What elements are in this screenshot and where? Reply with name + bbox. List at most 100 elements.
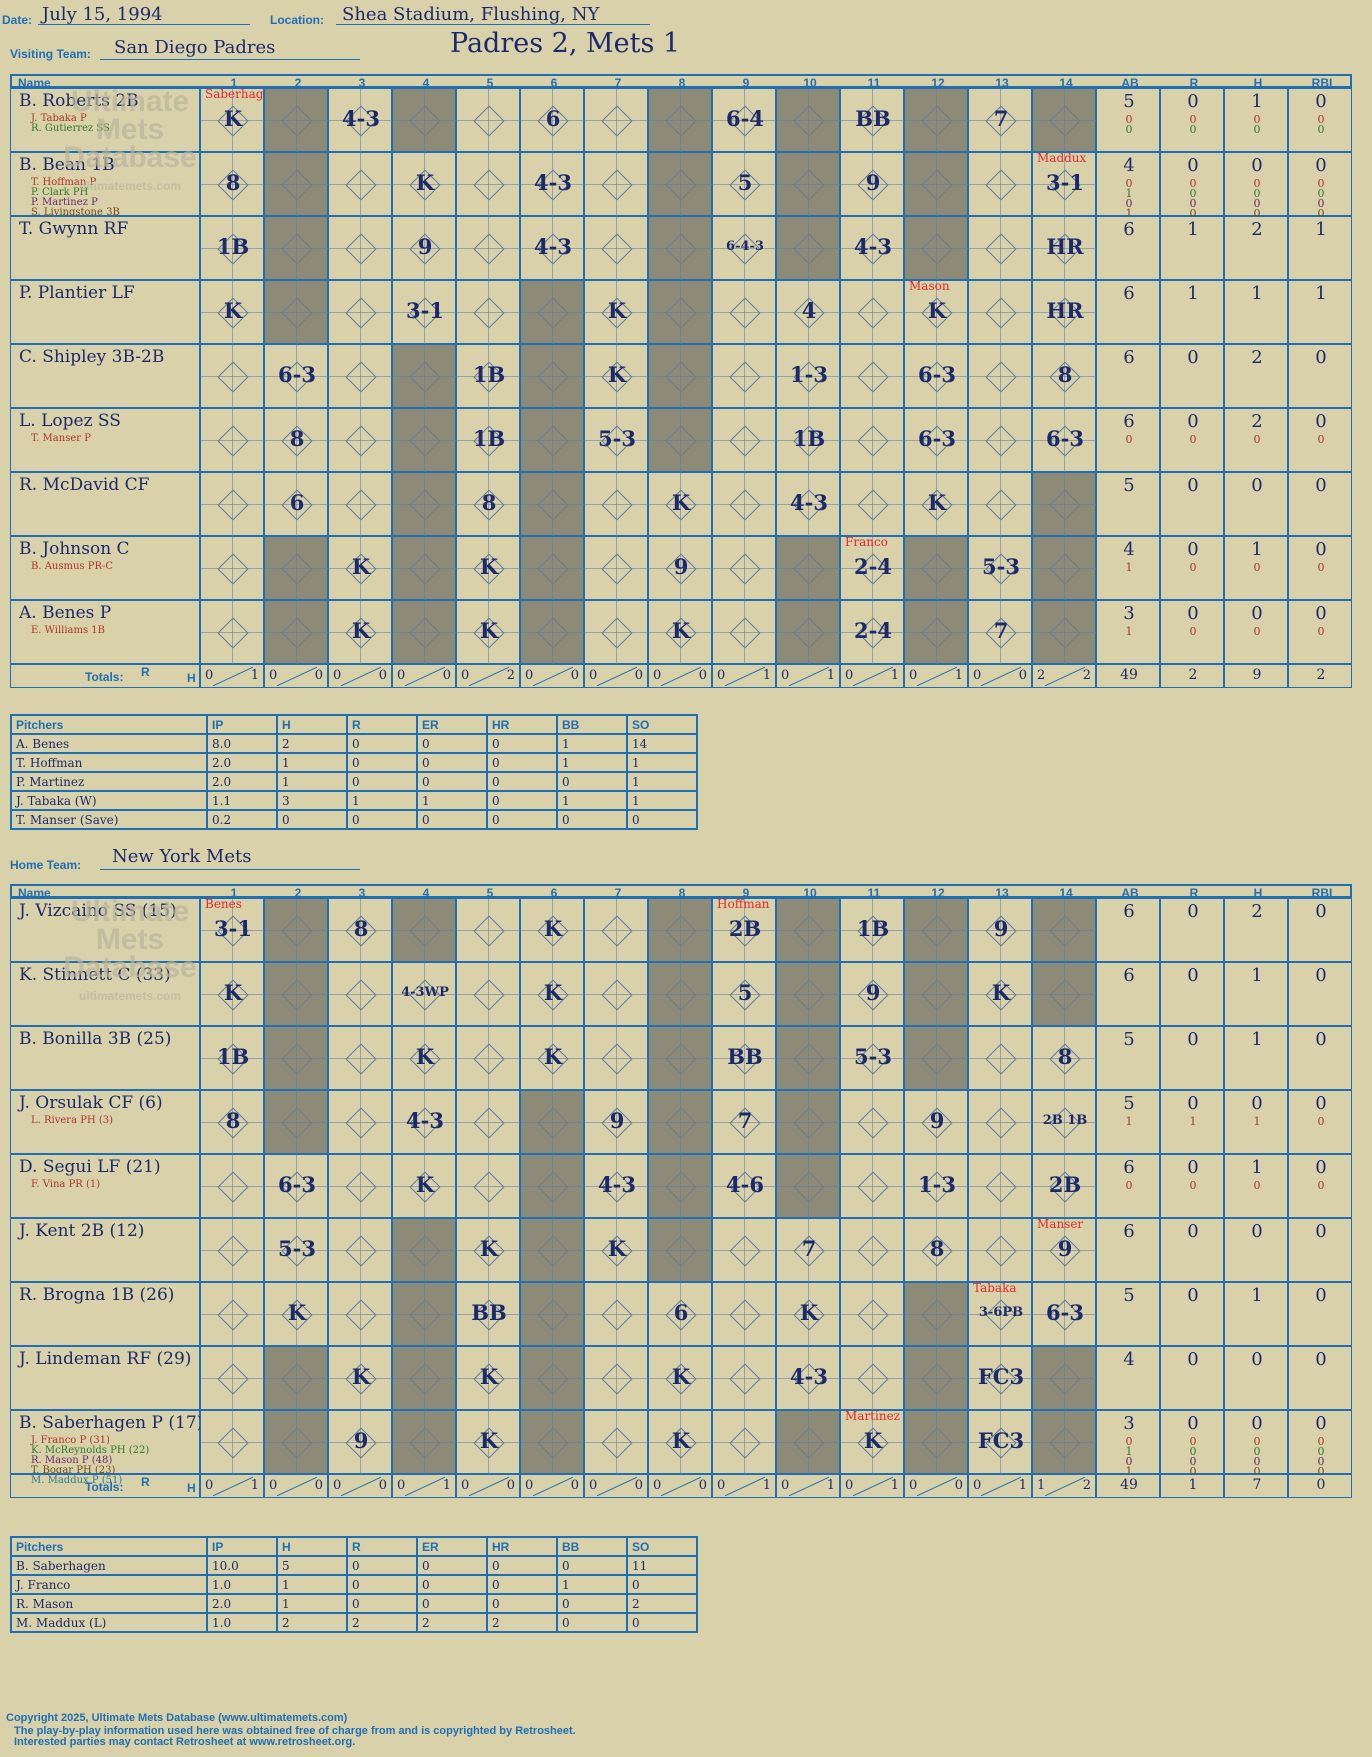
home-inning-hits: 2 [1082,1478,1091,1493]
visitor-stat-value: 0 [1251,155,1263,176]
home-cell-guide [232,1027,233,1091]
visitor-cell-guide [457,248,521,249]
home-pitcher-stat: 1.0 [206,1574,278,1595]
home-cell-guide [265,1378,329,1379]
home-cell-guide [616,1283,617,1347]
visitor-cell-guide [552,473,553,537]
home-sub-stat-value: 0 [1253,1445,1261,1458]
visitor-sub-stat-value: 0 [1189,177,1197,190]
home-inning-cell [648,962,713,1027]
home-total-stat: 0 [1288,1474,1352,1498]
game-date: July 15, 1994 [42,4,163,25]
visitor-cell-guide [488,281,489,345]
visitor-batter-name-cell: P. Plantier LF [10,280,200,344]
visitor-stat-cell: 1 [1224,280,1288,344]
visitor-sub-stat-value: 0 [1189,561,1197,574]
visitor-pitcher-row: J. Tabaka (W) 1.1 3 1 1 0 1 1 [10,790,698,811]
home-inning-cell [520,1282,585,1347]
visitor-sub-stat-value: 0 [1253,187,1261,200]
home-pitchers-header-row: Pitchers IP H R ER HR BB SO [10,1536,698,1557]
visitor-play-result: 1-3 [790,362,828,387]
visitor-cell-guide [841,568,905,569]
visitor-inning-cell [712,472,777,537]
home-cell-guide [616,1219,617,1283]
visitor-inning-cell [520,536,585,601]
visitor-diamond-icon [537,489,569,521]
visitor-play-result: K [223,106,243,131]
visitor-cell-guide [713,248,777,249]
home-inning-cell [328,1218,393,1283]
visitor-inning-runs: 0 [333,668,342,683]
visitor-inning-cell: K [648,600,713,665]
home-play-result: 5-3 [278,1236,316,1261]
home-stat-value: 0 [1315,1285,1327,1306]
visitor-cell-guide [201,120,265,121]
home-inning-cell [776,1026,841,1091]
home-cell-guide [201,1122,265,1123]
home-play-result: FC3 [977,1428,1025,1453]
home-stat-value: 0 [1187,1221,1199,1242]
visitor-cell-guide [649,504,713,505]
visitor-play-result: 2-4 [854,618,892,643]
home-cell-guide [616,1027,617,1091]
visitor-total-stat: 2 [1288,664,1352,688]
home-cell-guide [360,1411,361,1475]
visitor-cell-guide [905,376,969,377]
visitor-substitute-name: B. Ausmus PR-C [31,561,114,572]
home-cell-guide [969,994,1033,995]
visitor-inning-cell: 1-3 [776,344,841,409]
visitor-pitcher-change: Mason [909,279,950,293]
home-cell-guide [457,1250,521,1251]
visitor-pitcher-stat: 8.0 [206,733,278,754]
visitor-cell-guide [232,281,233,345]
visitor-cell-guide [744,537,745,601]
visitor-cell-guide [488,89,489,153]
home-cell-guide [777,1378,841,1379]
home-batter-name-cell: R. Brogna 1B (26) [10,1282,200,1346]
home-inning-cell [904,898,969,963]
home-cell-guide [616,1091,617,1155]
visitor-diamond-icon [1049,105,1081,137]
home-cell-guide [1000,1347,1001,1411]
home-inning-cell [648,1090,713,1155]
home-cell-guide [680,899,681,963]
home-play-result: 7 [737,1108,753,1133]
home-cell-guide [649,930,713,931]
home-cell-guide [488,1219,489,1283]
home-cell-guide [521,1314,585,1315]
home-stat-cell: 0 [1160,1026,1224,1090]
home-inning-cell [968,1090,1033,1155]
visitor-inning-cell: 2-4 Franco [840,535,905,601]
visitor-cell-guide [936,281,937,345]
home-diamond-icon [473,915,505,947]
visitor-cell-guide [936,601,937,665]
visitor-header-inning-2: 2 [294,76,302,90]
visitor-batter-row: T. Gwynn RF 1B 9 4-3 6-4-3 4-3 HR 6 1 2 1 [10,216,1352,281]
home-inning-cell: K [584,1218,649,1283]
home-cell-guide [424,1283,425,1347]
visitor-inning-cell: K Saberhagen [200,87,278,153]
visitor-stat-cell: 1 [1160,216,1224,280]
visitor-cell-guide [905,184,969,185]
visitor-cell-guide [649,184,713,185]
visitor-pitcher-stat: 0 [626,809,698,830]
home-cell-guide [457,1378,521,1379]
home-cell-guide [872,1155,873,1219]
home-inning-cell: K [776,1282,841,1347]
home-diamond-icon [601,1363,633,1395]
home-inning-cell [776,1090,841,1155]
location-underline [336,24,650,25]
visitor-pitcher-stat: 1 [276,771,348,792]
home-cell-guide [744,1155,745,1219]
home-stat-value: 0 [1187,1413,1199,1434]
visitor-batter-name-cell: T. Gwynn RF [10,216,200,280]
visitor-cell-guide [1064,217,1065,281]
visitor-pitcher-row: A. Benes 8.0 2 0 0 0 1 14 [10,733,698,754]
visitor-sub-stat-value: 0 [1317,207,1325,220]
home-diamond-icon [217,1363,249,1395]
home-stat-cell: 6 [1096,1218,1160,1282]
home-diamond-icon [793,1043,825,1075]
